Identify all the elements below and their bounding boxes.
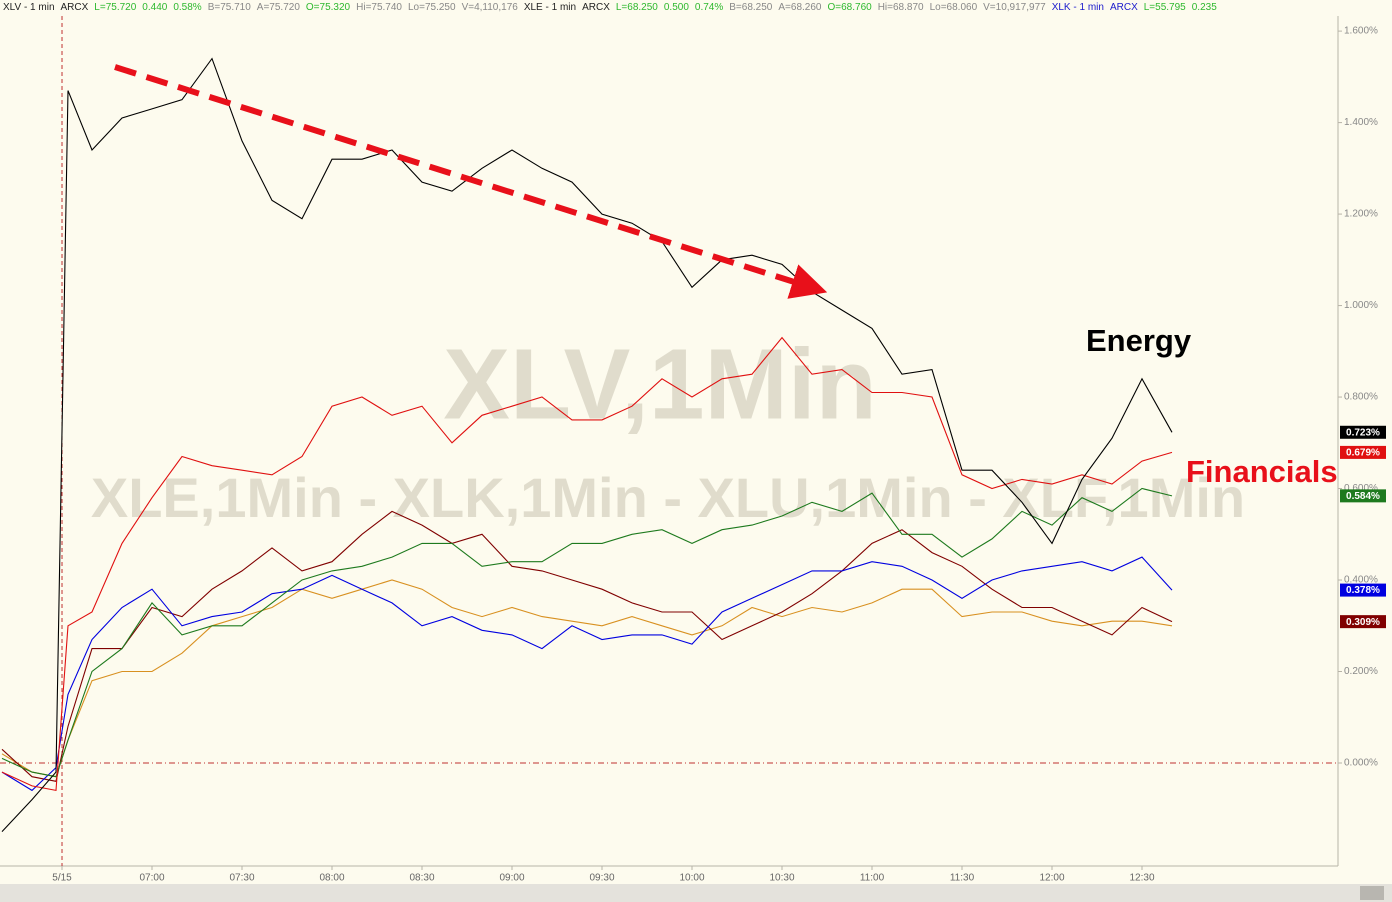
last-value-label: 0.679%: [1346, 448, 1380, 459]
x-tick-label: 10:00: [679, 873, 704, 884]
annotation-energy: Energy: [1086, 323, 1192, 358]
y-tick-label: 1.000%: [1344, 300, 1378, 311]
header-item: ARCX: [1109, 2, 1138, 13]
last-value-flag: [1340, 489, 1386, 503]
last-value-label: 0.378%: [1346, 585, 1380, 596]
header-item: 0.440: [142, 2, 168, 13]
header-item: V=4,110,176: [461, 2, 518, 13]
series-line: [1, 556, 1173, 792]
header-item: Lo=68.060: [929, 2, 978, 13]
header-item: XLE - 1 min: [523, 2, 577, 13]
y-tick-label: 1.200%: [1344, 209, 1378, 220]
x-tick-label: 09:00: [499, 873, 524, 884]
watermark: XLE,1Min - XLK,1Min - XLU,1Min - XLF,1Mi…: [91, 466, 1245, 529]
header-item: XLK - 1 min: [1051, 2, 1104, 13]
header-item: 0.235: [1191, 2, 1217, 13]
header-item: L=75.720: [94, 2, 137, 13]
header-item: O=75.320: [305, 2, 351, 13]
watermarks: XLV,1Min XLE,1Min - XLK,1Min - XLU,1Min …: [91, 328, 1245, 528]
header-item: O=68.760: [827, 2, 872, 13]
last-value-flag: [1340, 425, 1386, 439]
header-item: XLV - 1 min: [3, 2, 55, 13]
last-value-flag: [1340, 583, 1386, 597]
header-item: V=10,917,977: [983, 2, 1046, 13]
x-tick-label: 10:30: [769, 873, 794, 884]
last-value-flag: [1340, 615, 1386, 629]
x-tick-label: 08:30: [409, 873, 434, 884]
last-value-label: 0.309%: [1346, 617, 1380, 628]
header-item: Hi=68.870: [877, 2, 924, 13]
scrollbar[interactable]: [0, 884, 1392, 902]
x-tick-label: 12:00: [1039, 873, 1064, 884]
header-item: Hi=75.740: [356, 2, 402, 13]
x-tick-label: 11:30: [950, 873, 975, 884]
series-layer: [1, 57, 1173, 832]
watermark: XLV,1Min: [443, 328, 876, 440]
y-tick-label: 0.000%: [1344, 758, 1378, 769]
x-tick-label: 07:00: [139, 873, 164, 884]
last-value-label: 0.584%: [1346, 491, 1380, 502]
header-item: ARCX: [582, 2, 610, 13]
series-line: [1, 487, 1173, 778]
header-item: B=75.710: [207, 2, 251, 13]
x-tick-label: 08:00: [319, 873, 344, 884]
axes: 0.000% 0.200% 0.400% 0.600% 0.800% 1.000% 1.20…: [0, 16, 1378, 884]
series-line: [1, 336, 1173, 792]
y-tick-label: 0.800%: [1344, 392, 1378, 403]
header-item: A=75.720: [256, 2, 300, 13]
scrollbar-thumb[interactable]: [1360, 886, 1384, 900]
header-item: L=55.795: [1143, 2, 1186, 13]
series-line: [1, 579, 1173, 778]
y-tick-label: 1.400%: [1344, 117, 1378, 128]
x-tick-label: 09:30: [589, 873, 614, 884]
last-value-flag: [1340, 445, 1386, 459]
x-tick-label: 12:30: [1129, 873, 1154, 884]
series-line: [1, 57, 1173, 832]
header-item: Lo=75.250: [408, 2, 456, 13]
annotation-financials: Financials: [1186, 454, 1338, 489]
header-item: A=68.260: [778, 2, 822, 13]
header-bar: XLV - 1 min ARCX L=75.720 0.440 0.58% B=75.71…: [0, 0, 1338, 16]
header-item: ARCX: [60, 2, 89, 13]
x-tick-label: 11:00: [860, 873, 885, 884]
header-item: 0.58%: [173, 2, 202, 13]
last-value-label: 0.723%: [1346, 427, 1380, 438]
y-tick-label: 1.600%: [1344, 26, 1378, 37]
x-tick-label: 07:30: [229, 873, 254, 884]
y-tick-label: 0.400%: [1344, 575, 1378, 586]
header-item: L=68.250: [615, 2, 658, 13]
header-item: 0.74%: [694, 2, 724, 13]
x-tick-label: 5/15: [52, 873, 72, 884]
y-tick-label: 0.600%: [1344, 483, 1378, 494]
trend-arrow: [114, 64, 828, 299]
header-item: B=68.250: [729, 2, 773, 13]
y-tick-label: 0.200%: [1344, 666, 1378, 677]
header-item: 0.500: [663, 2, 689, 13]
series-line: [1, 510, 1173, 782]
